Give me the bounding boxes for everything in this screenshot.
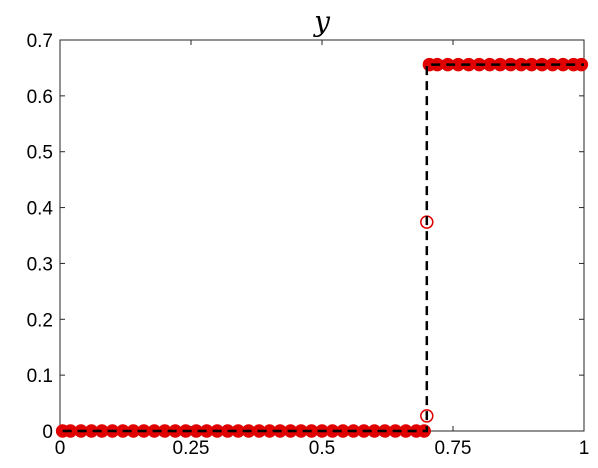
series-line (62, 63, 584, 433)
y-tick-label: 0.2 (27, 310, 53, 331)
y-tick-label: 0.7 (27, 31, 53, 52)
y-tick-label: 0.6 (27, 87, 53, 108)
plot-area: 0 0.25 0.5 0.75 1 0 0.1 0.2 0.3 0.4 0.5 0.6 0.7 (27, 31, 590, 459)
y-tick-label: 0.1 (27, 366, 53, 387)
axes-box (59, 39, 585, 432)
y-tick-label: 0.5 (27, 143, 53, 164)
y-tick-label: 0.3 (27, 254, 53, 275)
x-tick-label: 1 (579, 438, 590, 459)
x-tick-label: 0.25 (173, 438, 210, 459)
y-tick-label: 0.4 (27, 199, 54, 220)
x-tick-label: 0.5 (309, 438, 335, 459)
y-tick-label: 0 (42, 422, 53, 443)
x-tick-label: 0 (55, 438, 66, 459)
x-tick-label: 0.75 (435, 438, 472, 459)
chart-title: y (312, 5, 331, 38)
